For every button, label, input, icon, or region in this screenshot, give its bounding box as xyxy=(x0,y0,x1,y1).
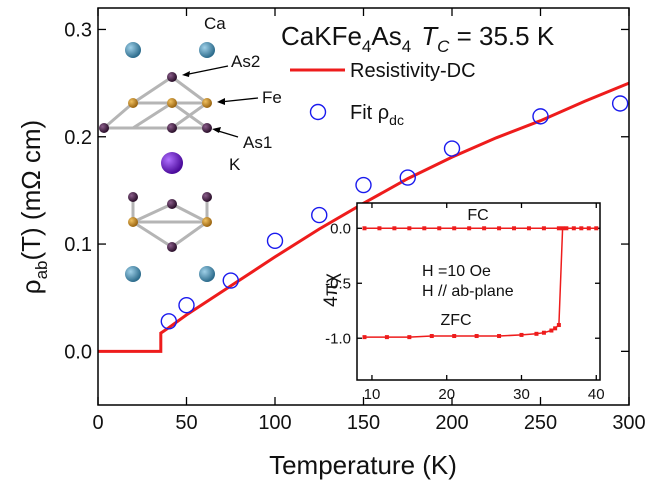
data-point xyxy=(407,335,412,340)
y-tick-label: 0.2 xyxy=(64,127,92,149)
data-point xyxy=(579,226,584,231)
data-point xyxy=(266,232,284,250)
y-label-part: ρ xyxy=(16,279,46,294)
x-tick-label: 200 xyxy=(435,412,468,434)
x-tick-label: 10 xyxy=(364,386,381,403)
data-point xyxy=(482,226,487,231)
data-point xyxy=(452,226,457,231)
plot-layer: 0 50 100 150 200 250 300 0.0 0.1 0.2 0.3 10 20 30 40 0.… xyxy=(64,7,646,434)
series-label: FC xyxy=(467,207,488,224)
data-point xyxy=(384,335,389,340)
y-label-part: ab xyxy=(32,261,51,280)
y-axis-label: ρab(T) (mΩ cm) xyxy=(16,120,51,294)
x-tick-label: 250 xyxy=(524,412,557,434)
x-tick-label: 150 xyxy=(347,412,380,434)
inset-y-axis-label: 4πχ xyxy=(321,273,342,307)
title-part: T xyxy=(421,21,439,51)
data-point xyxy=(526,226,531,231)
data-point xyxy=(222,272,239,289)
data-point xyxy=(362,335,367,340)
plot-frame xyxy=(356,202,601,381)
data-point xyxy=(512,226,517,231)
x-tick-label: 300 xyxy=(612,412,645,434)
x-axis-label: Temperature (K) xyxy=(269,450,457,480)
data-point xyxy=(556,323,561,328)
inset-annotation: H =10 Oe xyxy=(422,263,491,280)
x-tick-label: 20 xyxy=(438,386,455,403)
legend-swatch xyxy=(309,103,327,121)
data-point xyxy=(556,226,561,231)
atom-label: Fe xyxy=(262,88,282,107)
data-point xyxy=(467,226,472,231)
data-point xyxy=(549,328,554,333)
x-tick-label: 100 xyxy=(258,412,291,434)
data-point xyxy=(392,226,397,231)
data-point xyxy=(355,176,372,194)
data-point xyxy=(534,331,539,336)
y-tick-label: -1.0 xyxy=(325,330,351,347)
title-part: As xyxy=(371,21,401,51)
data-point xyxy=(497,334,502,339)
data-point xyxy=(541,330,546,335)
title-part: 4 xyxy=(362,37,371,56)
y-tick-label: -0.5 xyxy=(325,276,351,293)
series-line xyxy=(98,81,630,353)
data-point xyxy=(377,226,382,231)
atom-label: As1 xyxy=(243,133,272,152)
atom-label: K xyxy=(229,155,241,174)
data-point xyxy=(437,226,442,231)
data-point xyxy=(474,334,479,339)
x-tick-label: 40 xyxy=(588,386,605,403)
data-point xyxy=(497,226,502,231)
title-part: = 35.5 K xyxy=(449,21,554,51)
y-tick-label: 0.0 xyxy=(64,341,92,363)
y-label-part: (T) (mΩ cm) xyxy=(16,120,46,261)
data-point xyxy=(407,226,412,231)
data-point xyxy=(519,332,524,337)
x-tick-label: 50 xyxy=(175,412,197,434)
inset-chart: 10 20 30 40 0.0 -0.5 -1.0 FC ZFC xyxy=(325,202,605,403)
data-point xyxy=(178,297,195,314)
y-tick-label: 0.0 xyxy=(330,221,351,238)
title-part: CaKFe xyxy=(281,21,362,51)
legend-part: Fit ρ xyxy=(350,102,389,124)
main-chart: 0 50 100 150 200 250 300 0.0 0.1 0.2 0.3 xyxy=(64,7,646,434)
data-point xyxy=(399,169,416,186)
data-point xyxy=(560,226,565,231)
data-point xyxy=(541,226,546,231)
legend-label: Fit ρdc xyxy=(350,102,404,128)
data-point xyxy=(422,226,427,231)
data-point xyxy=(594,226,599,231)
data-point xyxy=(611,95,629,112)
data-point xyxy=(429,334,434,339)
legend-label: Resistivity-DC xyxy=(350,60,476,82)
chart-title: CaKFe4As4 TC = 35.5 K xyxy=(281,21,555,56)
data-point xyxy=(311,206,328,224)
legend-part: dc xyxy=(389,112,404,128)
data-point xyxy=(452,334,457,339)
title-part: C xyxy=(437,37,450,56)
data-point xyxy=(362,226,367,231)
data-point xyxy=(160,313,178,330)
data-point xyxy=(443,140,461,157)
inset-annotation: H // ab-plane xyxy=(422,283,514,300)
title-part: 4 xyxy=(402,37,411,56)
y-tick-label: 0.1 xyxy=(64,234,92,256)
x-tick-label: 30 xyxy=(513,386,530,403)
atom-label: As2 xyxy=(231,52,260,71)
y-tick-label: 0.3 xyxy=(64,19,92,41)
atom-label: Ca xyxy=(204,14,226,33)
data-point xyxy=(532,108,549,125)
plot-frame xyxy=(97,7,630,406)
series-label: ZFC xyxy=(440,312,471,329)
data-point xyxy=(553,326,558,331)
data-point xyxy=(564,226,569,231)
x-tick-label: 0 xyxy=(92,412,103,434)
crystal-structure xyxy=(99,42,259,282)
